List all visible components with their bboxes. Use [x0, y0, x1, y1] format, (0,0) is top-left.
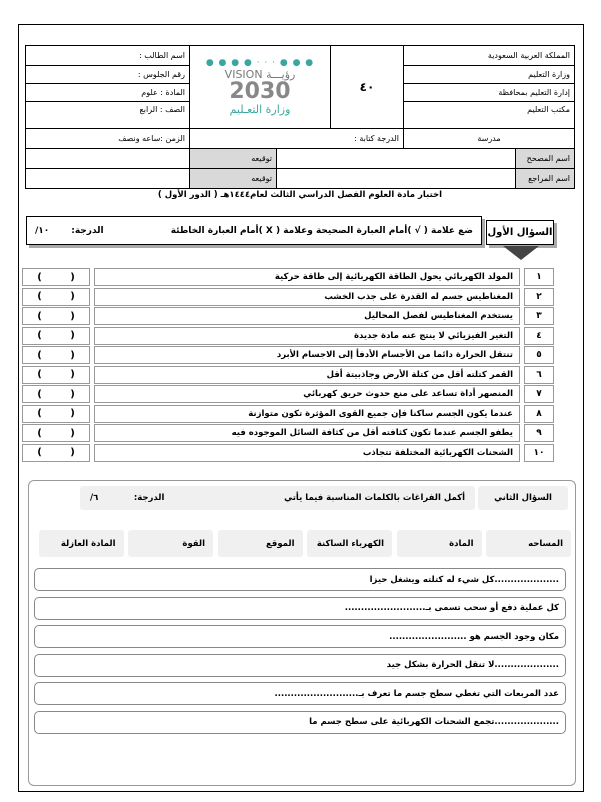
kingdom-label: المملكة العربية السعودية	[403, 45, 575, 66]
q1-grade: ١٠/	[35, 225, 50, 236]
q1-item-text: يستخدم المغناطيس لفصل المحاليل	[94, 307, 520, 325]
vision-2030-logo: ● ● ● ● · · · ● ● ● VISION رؤيـــة 2030 …	[189, 45, 331, 129]
q1-item-row: () المولد الكهربائي يحول الطاقة الكهربائي…	[22, 268, 554, 287]
answer-parentheses[interactable]: ()	[22, 346, 90, 364]
fill-blank-sentence[interactable]: مكان وجود الجسم هو .....................…	[34, 625, 566, 648]
fill-blank-sentence[interactable]: ....................تجمع الشحنات الكهربا…	[34, 710, 566, 734]
q1-item-row: () القمر كتلته أقل من كتلة الأرض وجاذبيتة…	[22, 365, 554, 385]
q1-instruction-box: ضع علامة ( √ )أمام العبارة الصحيحة وعلام…	[26, 216, 482, 245]
logo-vision-text: VISION	[224, 68, 263, 81]
q1-item-text: الشحنات الكهربائية المختلفة تتجاذب	[94, 443, 520, 462]
q1-item-row: () عندما يكون الجسم ساكنا فإن جميع القوى …	[22, 404, 554, 424]
fill-blank-sentence[interactable]: عدد المربعات التي تغطي سطح جسم ما تعرف ب…	[34, 682, 566, 705]
word-bank-item: المساحه	[486, 530, 571, 557]
answer-parentheses[interactable]: ()	[22, 365, 90, 384]
corrector-signature-label: توقيعه	[189, 148, 277, 169]
directorate-label: إدارة التعليم بمحافظة	[403, 83, 575, 102]
q2-instruction: أكمل الفراغات بالكلمات المناسبة فيما يأت…	[284, 493, 465, 503]
answer-parentheses[interactable]: ()	[22, 385, 90, 403]
word-bank-item: المادة	[396, 530, 482, 557]
logo-ruya-text: رؤيـــة	[266, 68, 296, 81]
corrector-signature-field[interactable]	[25, 148, 190, 169]
corrector-name-field[interactable]	[276, 148, 516, 169]
reviewer-signature-label: توقيعه	[189, 168, 277, 189]
q1-item-number: ١٠	[524, 443, 554, 462]
page-frame	[18, 24, 584, 792]
q1-item-number: ٧	[524, 385, 554, 403]
grade-level-label: الصف : الرابع	[25, 101, 190, 129]
reviewer-label: اسم المراجع	[515, 168, 575, 189]
word-bank-item: المادة العازلة	[38, 530, 124, 557]
arrow-down-icon	[503, 246, 539, 260]
school-label: مدرسة	[403, 128, 575, 149]
q1-item-number: ٥	[524, 346, 554, 364]
q1-item-number: ١	[524, 268, 554, 286]
q1-instruction: ضع علامة ( √ )أمام العبارة الصحيحة وعلام…	[170, 225, 473, 236]
seat-number-field[interactable]: رقم الجلوس :	[25, 65, 190, 84]
q1-item-row: () يستخدم المغناطيس لفصل المحاليل ٣	[22, 307, 554, 326]
answer-parentheses[interactable]: ()	[22, 326, 90, 345]
fill-blank-sentence[interactable]: ....................كل شيء له كتلته ويشغ…	[34, 568, 566, 591]
logo-ministry-text: وزارة التعـليم	[229, 103, 291, 116]
q1-item-row: () يطفو الجسم عندما تكون كثافته أقل من كث…	[22, 424, 554, 443]
subject-label: المادة : علوم	[25, 83, 190, 102]
word-bank-item: الكهرباء الساكنة	[307, 530, 392, 557]
q1-item-row: () الشحنات الكهربائية المختلفة تتجاذب ١٠	[22, 443, 554, 463]
total-grade: ٤٠	[330, 45, 404, 129]
q1-item-text: القمر كتلته أقل من كتلة الأرض وجاذبيتة أ…	[94, 365, 520, 384]
q1-item-number: ٤	[524, 326, 554, 345]
q1-item-number: ٨	[524, 404, 554, 423]
q1-grade-label: الدرجة:	[71, 225, 104, 236]
fill-blank-sentence[interactable]: ....................لا تنقل الحرارة بشكل…	[34, 653, 566, 677]
q1-item-row: () التغير الفيزيائي لا ينتج عنه مادة جديد…	[22, 326, 554, 346]
word-bank-item: القوة	[128, 530, 213, 557]
q1-item-number: ٩	[524, 424, 554, 442]
word-bank-item: الموقع	[217, 530, 303, 557]
q2-section	[28, 480, 576, 786]
q1-item-number: ٣	[524, 307, 554, 325]
q1-item-text: المغناطيس جسم له القدرة على جذب الخشب	[94, 287, 520, 306]
q2-grade-label: الدرجة:	[133, 493, 165, 503]
q1-item-number: ٦	[524, 365, 554, 384]
q1-item-row: () تنتقل الحرارة دائما من الأجسام الأدفأ …	[22, 346, 554, 365]
q1-item-number: ٢	[524, 287, 554, 306]
answer-parentheses[interactable]: ()	[22, 443, 90, 462]
time-label: الزمن :ساعه ونصف	[25, 128, 190, 149]
q1-item-text: تنتقل الحرارة دائما من الأجسام الأدفأ إل…	[94, 346, 520, 364]
exam-title: اختبار مادة العلوم الفصل الدراسي الثالث …	[157, 190, 443, 200]
q1-label: السؤال الأول	[486, 220, 554, 245]
q1-item-text: يطفو الجسم عندما تكون كثافته أقل من كثاف…	[94, 424, 520, 442]
logo-year-text: 2030	[229, 79, 291, 104]
answer-parentheses[interactable]: ()	[22, 404, 90, 423]
student-name-field[interactable]: اسم الطالب :	[25, 45, 190, 66]
fill-blank-sentence[interactable]: كل عملية دفع أو سحب تسمى بـ.............…	[34, 596, 566, 620]
ministry-label: وزارة التعليم	[403, 65, 575, 84]
answer-parentheses[interactable]: ()	[22, 287, 90, 306]
q2-label: السؤال الثاني	[478, 486, 568, 510]
office-label: مكتب التعليم	[403, 101, 575, 129]
reviewer-signature-field[interactable]	[25, 168, 190, 189]
reviewer-name-field[interactable]	[276, 168, 516, 189]
answer-parentheses[interactable]: ()	[22, 307, 90, 325]
answer-parentheses[interactable]: ()	[22, 268, 90, 286]
grade-written-field[interactable]: الدرجة كتابة :	[189, 128, 404, 149]
q1-item-text: التغير الفيزيائي لا ينتج عنه مادة جديدة	[94, 326, 520, 345]
q1-item-text: المنصهر أداة تساعد على منع حدوث حريق كهر…	[94, 385, 520, 403]
q1-item-text: المولد الكهربائي يحول الطاقة الكهربائية …	[94, 268, 520, 286]
corrector-label: اسم المصحح	[515, 148, 575, 169]
answer-parentheses[interactable]: ()	[22, 424, 90, 442]
q1-item-row: () المغناطيس جسم له القدرة على جذب الخشب ٢	[22, 287, 554, 307]
q2-grade: ٦/	[90, 493, 99, 503]
q1-item-text: عندما يكون الجسم ساكنا فإن جميع القوى ال…	[94, 404, 520, 423]
q1-item-row: () المنصهر أداة تساعد على منع حدوث حريق ك…	[22, 385, 554, 404]
